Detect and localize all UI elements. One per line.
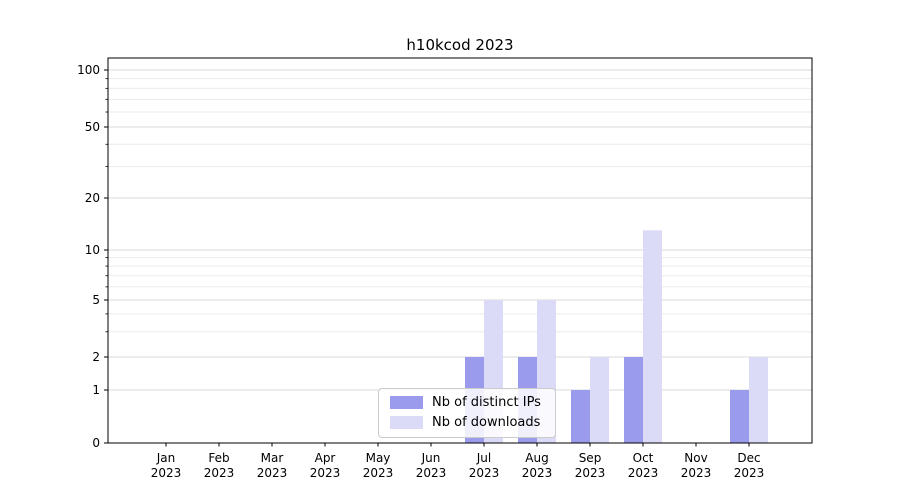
- bar-distinct-ips-dec: [730, 390, 749, 443]
- xtick-label-month-mar: Mar: [261, 451, 284, 465]
- ytick-label-5: 5: [92, 293, 100, 307]
- xtick-label-month-oct: Oct: [633, 451, 654, 465]
- xtick-label-month-feb: Feb: [208, 451, 229, 465]
- xtick-label-month-jul: Jul: [476, 451, 491, 465]
- xtick-label-year-aug: 2023: [522, 466, 553, 480]
- xtick-label-month-dec: Dec: [737, 451, 760, 465]
- ytick-label-10: 10: [85, 243, 100, 257]
- legend-item-downloads: Nb of downloads: [390, 416, 541, 429]
- legend-label-downloads: Nb of downloads: [432, 415, 541, 430]
- xtick-label-year-jun: 2023: [416, 466, 447, 480]
- ytick-label-0: 0: [92, 436, 100, 450]
- xtick-label-year-feb: 2023: [204, 466, 235, 480]
- bar-downloads-dec: [749, 357, 768, 443]
- legend-item-distinct-ips: Nb of distinct IPs: [390, 396, 541, 409]
- xtick-label-year-jan: 2023: [151, 466, 182, 480]
- bar-distinct-ips-oct: [624, 357, 643, 443]
- xtick-label-year-nov: 2023: [681, 466, 712, 480]
- bar-downloads-sep: [590, 357, 609, 443]
- xtick-label-year-oct: 2023: [628, 466, 659, 480]
- xtick-label-year-sep: 2023: [575, 466, 606, 480]
- bar-downloads-oct: [643, 230, 662, 443]
- xtick-label-month-may: May: [366, 451, 391, 465]
- ytick-label-50: 50: [85, 120, 100, 134]
- xtick-label-month-nov: Nov: [684, 451, 707, 465]
- xtick-label-month-jun: Jun: [421, 451, 441, 465]
- xtick-label-month-apr: Apr: [315, 451, 336, 465]
- xtick-label-year-dec: 2023: [734, 466, 765, 480]
- xtick-label-year-may: 2023: [363, 466, 394, 480]
- ytick-label-20: 20: [85, 191, 100, 205]
- ytick-label-100: 100: [77, 63, 100, 77]
- xtick-label-year-mar: 2023: [257, 466, 288, 480]
- xtick-label-year-apr: 2023: [310, 466, 341, 480]
- ytick-label-1: 1: [92, 383, 100, 397]
- xtick-label-month-jan: Jan: [156, 451, 176, 465]
- xtick-label-year-jul: 2023: [469, 466, 500, 480]
- legend-swatch-distinct-ips: [390, 396, 423, 409]
- legend: Nb of distinct IPs Nb of downloads: [378, 388, 556, 438]
- chart-title: h10kcod 2023: [406, 36, 514, 54]
- xtick-label-month-sep: Sep: [579, 451, 602, 465]
- xtick-label-month-aug: Aug: [525, 451, 548, 465]
- bar-distinct-ips-sep: [571, 390, 590, 443]
- ytick-label-2: 2: [92, 350, 100, 364]
- legend-label-distinct-ips: Nb of distinct IPs: [432, 395, 541, 410]
- legend-swatch-downloads: [390, 416, 423, 429]
